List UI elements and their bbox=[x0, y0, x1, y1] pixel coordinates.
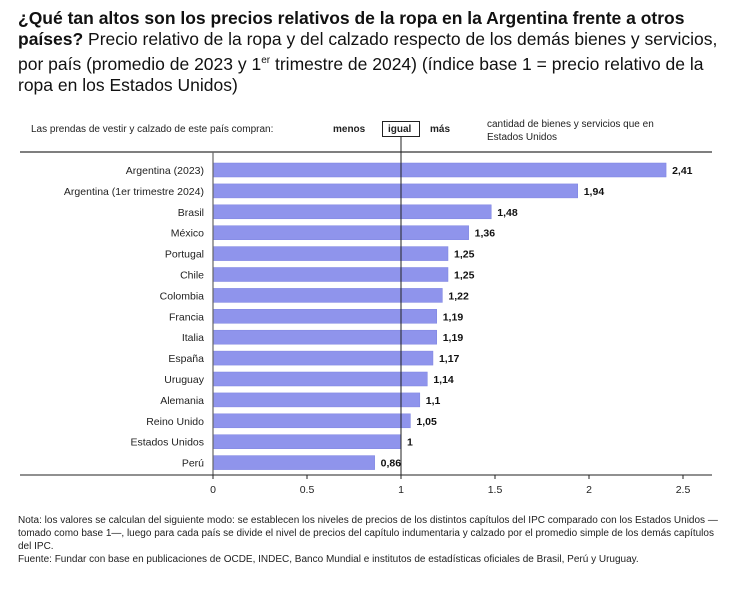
data-label: 1 bbox=[407, 437, 413, 449]
chart-title: ¿Qué tan altos son los precios relativos… bbox=[18, 8, 718, 96]
category-label: Reino Unido bbox=[146, 416, 204, 428]
data-label: 1,94 bbox=[584, 186, 605, 198]
bar bbox=[212, 288, 443, 303]
category-label: Francia bbox=[169, 311, 204, 323]
notes: Nota: los valores se calculan del siguie… bbox=[18, 514, 718, 566]
x-tick-label: 1.5 bbox=[488, 484, 503, 496]
igual-box bbox=[382, 121, 420, 137]
title-bold: ¿Qué tan altos son los precios relativos… bbox=[18, 8, 685, 49]
category-label: Perú bbox=[182, 458, 204, 470]
header-igual: igual bbox=[388, 124, 412, 135]
header-left: Las prendas de vestir y calzado de este … bbox=[31, 124, 274, 135]
data-label: 1,19 bbox=[443, 311, 464, 323]
title-sup: er bbox=[261, 55, 271, 66]
category-label: Italia bbox=[182, 332, 204, 344]
header-mas: más bbox=[430, 124, 451, 135]
category-label: España bbox=[168, 353, 204, 365]
category-label: Estados Unidos bbox=[130, 437, 204, 449]
category-label: México bbox=[171, 228, 204, 240]
data-label: 1,14 bbox=[433, 374, 454, 386]
category-label: Portugal bbox=[165, 249, 204, 261]
data-label: 1,19 bbox=[443, 332, 464, 344]
x-tick-label: 0.5 bbox=[300, 484, 315, 496]
source-text: Fuente: Fundar con base en publicaciones… bbox=[18, 554, 639, 565]
bar bbox=[212, 183, 578, 199]
bar-chart: Argentina (2023) 2,41 Argentina (1er trime… bbox=[20, 137, 712, 496]
data-label: 1,05 bbox=[416, 416, 437, 428]
header-right: cantidad de bienes y servicios que en Es… bbox=[487, 119, 654, 143]
title-text: Precio relativo de la ropa y del calzado… bbox=[18, 29, 718, 74]
x-tick-label: 1 bbox=[398, 484, 404, 496]
category-label: Brasil bbox=[178, 207, 204, 219]
data-label: 1,17 bbox=[439, 353, 460, 365]
bar bbox=[212, 225, 469, 240]
data-label: 0,86 bbox=[381, 458, 402, 470]
category-label: Colombia bbox=[160, 290, 205, 302]
data-label: 1,1 bbox=[426, 395, 441, 407]
bar bbox=[212, 371, 428, 387]
bar bbox=[212, 162, 667, 178]
note-text: Nota: los valores se calculan del siguie… bbox=[18, 515, 718, 552]
data-label: 2,41 bbox=[672, 165, 693, 177]
data-label: 1,25 bbox=[454, 270, 475, 282]
data-label: 1,48 bbox=[497, 207, 518, 219]
bar bbox=[212, 309, 437, 324]
x-tick-label: 0 bbox=[210, 484, 216, 496]
bar bbox=[212, 413, 411, 429]
bar bbox=[212, 267, 449, 282]
bar bbox=[212, 434, 402, 449]
bar bbox=[212, 246, 449, 261]
category-label: Uruguay bbox=[164, 374, 204, 386]
data-label: 1,22 bbox=[448, 290, 469, 302]
bar bbox=[212, 455, 375, 470]
category-label: Argentina (1er trimestre 2024) bbox=[64, 186, 204, 198]
category-label: Argentina (2023) bbox=[126, 165, 204, 177]
x-tick-label: 2.5 bbox=[676, 484, 691, 496]
data-label: 1,25 bbox=[454, 249, 475, 261]
category-label: Alemania bbox=[160, 395, 204, 407]
x-tick-label: 2 bbox=[586, 484, 592, 496]
bar bbox=[212, 392, 421, 408]
title-end: trimestre de 2024) (índice base 1 = prec… bbox=[18, 53, 704, 95]
data-label: 1,36 bbox=[475, 228, 496, 240]
bar bbox=[212, 204, 492, 220]
category-label: Chile bbox=[180, 270, 204, 282]
bar bbox=[212, 329, 437, 345]
header-menos: menos bbox=[333, 124, 366, 135]
bar bbox=[212, 350, 434, 366]
